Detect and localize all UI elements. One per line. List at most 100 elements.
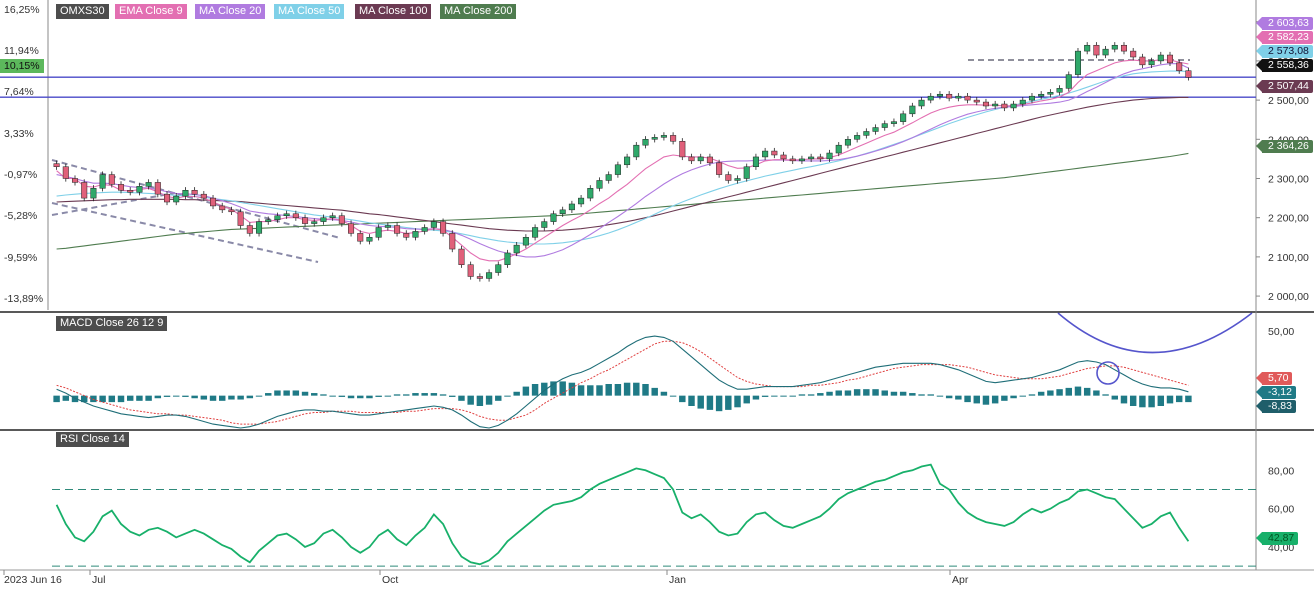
legend-symbol[interactable]: OMXS30 [56,4,109,19]
macd-histogram-bar [891,392,897,396]
legend-ema9[interactable]: EMA Close 9 [115,4,187,19]
candle-body [643,139,649,145]
candle-body [1002,104,1008,108]
pct-tick-label: 16,25% [4,4,40,16]
macd-histogram-bar [532,384,538,396]
macd-histogram-bar [1185,396,1191,402]
macd-histogram-bar [1102,394,1108,395]
candle-body [265,220,271,222]
macd-histogram-bar [201,396,207,400]
candle-body [486,273,492,279]
candle-body [762,151,768,157]
macd-histogram-bar [155,396,161,399]
macd-histogram-bar [477,396,483,406]
candle-body [229,210,235,212]
candle-body [505,253,511,265]
candle-body [845,139,851,145]
candle-body [1075,51,1081,75]
candle-body [404,233,410,237]
candle-body [293,214,299,218]
macd-histogram-bar [854,389,860,395]
candle-body [1140,57,1146,65]
rsi-tick-label: 60,00 [1268,504,1294,516]
macd-tick-label: 50,00 [1268,326,1294,338]
macd-histogram-bar [964,396,970,402]
macd-histogram-bar [513,392,519,396]
macd-histogram-bar [817,393,823,396]
candle-body [210,198,216,206]
macd-histogram-bar [670,396,676,397]
rsi-line [57,465,1189,565]
candle-body [173,196,179,202]
macd-histogram-bar [256,396,262,397]
price-tick-label: 2 100,00 [1268,252,1309,264]
time-tick-label: Apr [952,574,969,586]
macd-histogram-bar [449,396,455,397]
macd-histogram-bar [164,396,170,397]
time-tick-label: Jan [669,574,686,586]
price-tick-label: 2 500,00 [1268,95,1309,107]
legend-ma200[interactable]: MA Close 200 [440,4,516,19]
candle-body [542,222,548,228]
macd-histogram-bar [486,396,492,405]
candle-body [348,224,354,234]
macd-histogram-bar [661,392,667,396]
candle-body [818,157,824,159]
trendline-lower [52,203,318,262]
macd-histogram-bar [1001,396,1007,401]
macd-histogram-bar [808,394,814,395]
time-tick-label: 2023 Jun 16 [4,574,62,586]
macd-histogram-bar [90,396,96,402]
macd-histogram-bar [992,396,998,404]
macd-panel-title[interactable]: MACD Close 26 12 9 [56,316,167,331]
rsi-panel-title[interactable]: RSI Close 14 [56,432,129,447]
macd-histogram-bar [697,396,703,409]
macd-histogram-bar [799,394,805,395]
time-tick-label: Jul [92,574,105,586]
macd-histogram-bar [624,383,630,396]
macd-histogram-bar [53,396,59,402]
legend-ma100[interactable]: MA Close 100 [355,4,431,19]
candle-body [385,226,391,228]
macd-value-tag-c: -8,83 [1262,400,1296,413]
macd-histogram-bar [495,396,501,401]
legend-ma20[interactable]: MA Close 20 [195,4,265,19]
candle-body [1084,45,1090,51]
macd-histogram-bar [1084,388,1090,396]
price-tick-label: 2 300,00 [1268,173,1309,185]
macd-histogram-bar [845,390,851,395]
macd-histogram-bar [688,396,694,406]
macd-histogram-bar [780,396,786,397]
candle-body [496,265,502,273]
macd-histogram-bar [109,396,115,402]
macd-histogram-bar [1121,396,1127,404]
macd-histogram-bar [366,396,372,399]
candle-body [624,157,630,165]
candle-body [91,188,97,198]
candle-body [983,102,989,106]
legend-ma50[interactable]: MA Close 50 [274,4,344,19]
candle-body [127,190,133,192]
macd-histogram-bar [826,392,832,396]
candle-body [155,182,161,194]
macd-histogram-bar [458,396,464,401]
candle-body [615,165,621,175]
candle-body [468,265,474,277]
candle-body [247,226,253,234]
candle-body [1167,55,1173,63]
price-tick-label: 2 200,00 [1268,213,1309,225]
macd-histogram-bar [946,396,952,399]
candle-body [900,114,906,122]
macd-histogram-bar [302,392,308,396]
macd-histogram-bar [136,396,142,401]
candle-body [431,222,437,228]
macd-histogram-bar [1167,396,1173,404]
candle-body [560,210,566,214]
candle-body [422,227,428,231]
candle-body [192,190,198,194]
candle-body [54,164,60,167]
candle-body [808,157,814,159]
candle-body [440,222,446,234]
candle-body [928,96,934,100]
macd-histogram-bar [440,394,446,395]
